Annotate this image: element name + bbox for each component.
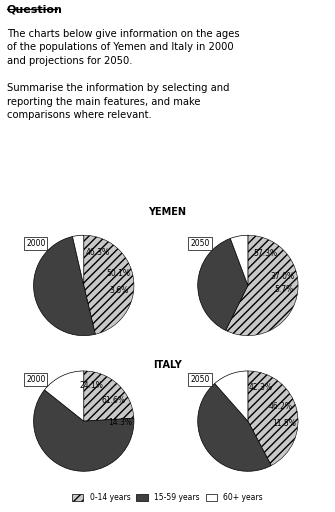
Text: 46.2%: 46.2%: [269, 401, 293, 411]
Text: 5.7%: 5.7%: [274, 285, 293, 294]
Text: 37.0%: 37.0%: [271, 272, 295, 281]
Wedge shape: [226, 236, 298, 336]
Wedge shape: [198, 383, 271, 471]
Wedge shape: [248, 371, 298, 465]
Text: YEMEN: YEMEN: [148, 207, 187, 218]
Wedge shape: [72, 236, 84, 286]
Wedge shape: [34, 237, 95, 335]
Text: 2050: 2050: [190, 375, 210, 384]
Text: The charts below give information on the ages
of the populations of Yemen and It: The charts below give information on the…: [7, 29, 239, 120]
Legend: 0-14 years, 15-59 years, 60+ years: 0-14 years, 15-59 years, 60+ years: [72, 494, 263, 502]
Text: 2050: 2050: [190, 239, 210, 248]
Text: 2000: 2000: [26, 375, 46, 384]
Text: 11.5%: 11.5%: [272, 419, 296, 429]
Wedge shape: [45, 371, 84, 421]
Wedge shape: [34, 390, 134, 471]
Wedge shape: [198, 239, 248, 330]
Text: 57.3%: 57.3%: [253, 249, 277, 258]
Wedge shape: [84, 236, 134, 334]
Text: 24.1%: 24.1%: [79, 381, 103, 390]
Text: 42.3%: 42.3%: [249, 383, 273, 392]
Text: 14.3%: 14.3%: [108, 418, 132, 428]
Text: 46.3%: 46.3%: [86, 248, 110, 257]
Text: 3.6%: 3.6%: [110, 286, 129, 295]
Wedge shape: [230, 236, 248, 286]
Wedge shape: [84, 371, 134, 421]
Text: 50.1%: 50.1%: [106, 269, 130, 279]
Text: 61.6%: 61.6%: [101, 396, 125, 405]
Text: Question: Question: [7, 4, 63, 14]
Text: ITALY: ITALY: [153, 359, 182, 370]
Wedge shape: [215, 371, 248, 421]
Text: 2000: 2000: [26, 239, 46, 248]
